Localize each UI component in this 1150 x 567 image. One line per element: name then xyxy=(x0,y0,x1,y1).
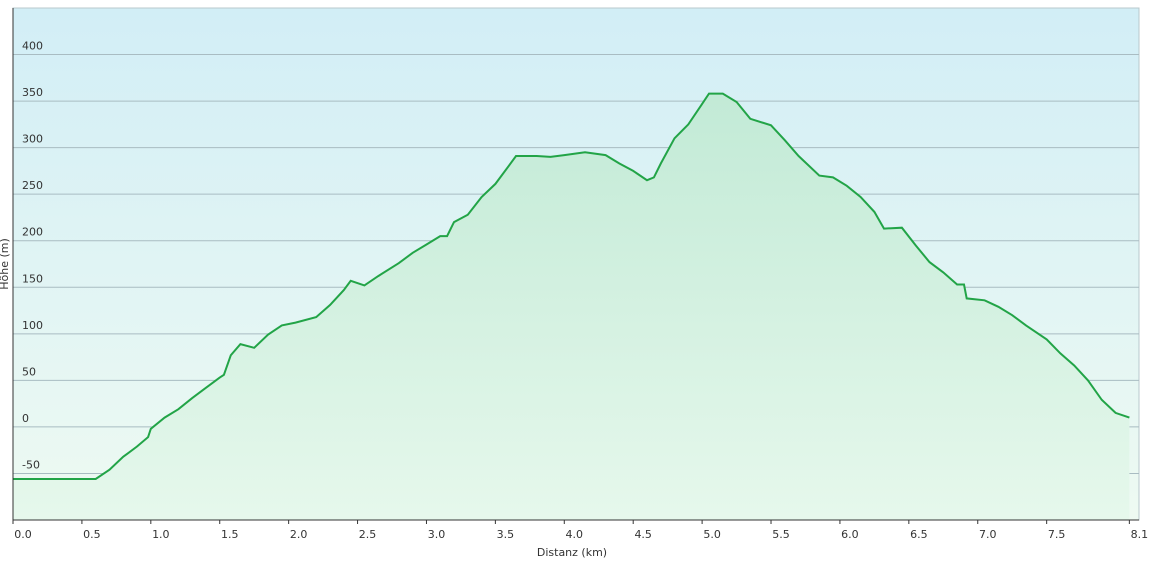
x-tick-label: 6.5 xyxy=(910,528,928,541)
x-tick-label: 7.5 xyxy=(1048,528,1066,541)
y-tick-label: 200 xyxy=(22,226,43,239)
x-tick-label: 4.0 xyxy=(566,528,584,541)
x-tick-label: 7.0 xyxy=(979,528,997,541)
x-tick-label: 0.5 xyxy=(83,528,101,541)
y-axis-label: Höhe (m) xyxy=(0,238,11,290)
x-tick-label: 3.5 xyxy=(497,528,515,541)
x-tick-label: 1.5 xyxy=(221,528,239,541)
x-axis-label: Distanz (km) xyxy=(537,546,607,559)
x-tick-label: 1.0 xyxy=(152,528,170,541)
y-tick-label: 350 xyxy=(22,86,43,99)
x-tick-label: 4.5 xyxy=(634,528,652,541)
y-tick-label: 50 xyxy=(22,365,36,378)
x-tick-label: 2.0 xyxy=(290,528,308,541)
y-tick-label: 150 xyxy=(22,272,43,285)
x-tick-label: 8.1 xyxy=(1131,528,1149,541)
elevation-line xyxy=(13,92,1130,480)
area-fill xyxy=(13,93,1130,520)
x-tick-label: 6.0 xyxy=(841,528,859,541)
x-tick-label: 2.5 xyxy=(359,528,377,541)
y-tick-label: 300 xyxy=(22,133,43,146)
y-tick-label: 400 xyxy=(22,40,43,53)
y-tick-label: 0 xyxy=(22,412,29,425)
x-tick-label: 0.0 xyxy=(14,528,32,541)
x-tick-label: 5.5 xyxy=(772,528,790,541)
x-tick-label: 3.0 xyxy=(428,528,446,541)
y-tick-label: 250 xyxy=(22,179,43,192)
y-tick-label: -50 xyxy=(22,458,40,471)
x-tick-label: 5.0 xyxy=(703,528,721,541)
y-tick-label: 100 xyxy=(22,319,43,332)
